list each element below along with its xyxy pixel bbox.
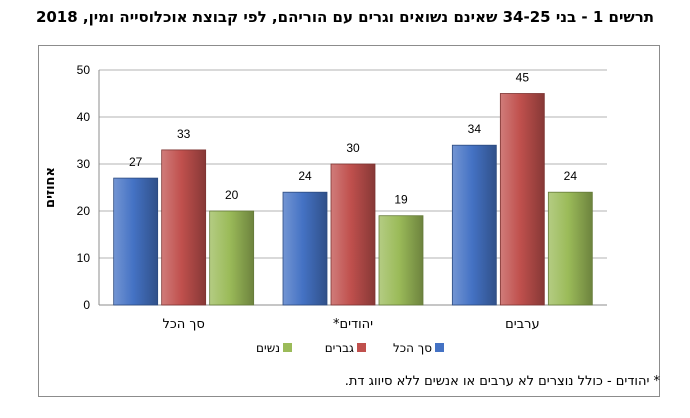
bar [282,191,328,306]
bar [451,144,497,306]
category-label: סך הכל [163,317,205,332]
bar [499,93,545,306]
data-label: 45 [516,71,530,85]
legend-swatch [435,343,444,352]
legend-swatch [283,343,292,352]
y-tick-label: 0 [83,298,90,312]
chart-title: תרשים 1 - בני 34-25 שאינם נשואים וגרים ע… [35,8,655,26]
y-tick-label: 30 [77,157,91,171]
category-label: יהודים* [333,317,373,332]
legend-label: גברים [325,341,354,355]
legend-swatch [357,343,366,352]
data-label: 24 [564,169,578,183]
y-axis-title: אחוזים [43,167,58,208]
data-label: 30 [346,141,360,155]
y-tick-label: 10 [77,251,91,265]
data-label: 34 [468,122,482,136]
data-label: 27 [129,155,143,169]
legend-label: סך הכל [393,341,432,355]
bar [209,210,255,306]
chart-frame [38,45,660,397]
data-label: 19 [394,193,408,207]
data-label: 33 [177,127,191,141]
bar [547,191,593,306]
bar [113,177,159,306]
y-tick-label: 40 [77,110,91,124]
footnote: * יהודים - כולל נוצרים לא ערבים או אנשים… [344,374,660,389]
bar [330,163,376,306]
y-tick-label: 20 [77,204,91,218]
bar [378,215,424,306]
data-label: 20 [225,188,239,202]
y-tick-label: 50 [77,63,91,77]
data-label: 24 [298,169,312,183]
bar [161,149,207,306]
category-label: ערבים [505,317,540,332]
legend-label: נשים [256,341,280,355]
